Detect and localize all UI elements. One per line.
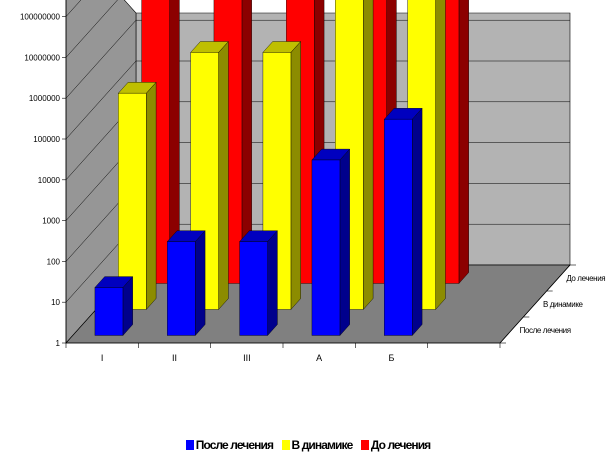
- legend-label-before: До лечения: [370, 438, 431, 452]
- legend-swatch-dynamic: [281, 440, 290, 450]
- bar: [166, 230, 206, 337]
- y-tick-label: 100000000: [20, 13, 61, 22]
- x-tick-label: Б: [389, 353, 395, 363]
- bar-front: [239, 241, 268, 336]
- chart-bars: [94, 0, 469, 337]
- legend-item-before: До лечения: [360, 438, 431, 452]
- y-tick-label: 10000000: [24, 53, 60, 62]
- bar-front: [311, 159, 341, 336]
- x-tick-label: III: [243, 353, 251, 363]
- bar-side: [435, 0, 446, 311]
- y-tick-label: 10: [51, 298, 60, 307]
- bar: [239, 230, 278, 337]
- legend-item-dynamic: В динамике: [281, 438, 354, 452]
- y-tick-label: 10000: [38, 176, 61, 185]
- bar-front: [94, 287, 124, 336]
- bar-side: [363, 0, 374, 311]
- depth-tick-label: После лечения: [520, 326, 571, 335]
- gridline: [65, 0, 118, 58]
- y-tick-label: 1: [56, 339, 61, 348]
- y-tick-label: 100: [47, 257, 61, 266]
- bar-front: [167, 241, 196, 336]
- depth-axis-line: [499, 264, 571, 344]
- legend-label-after: После лечения: [195, 438, 274, 452]
- depth-tick-label: В динамике: [543, 300, 584, 309]
- legend-label-dynamic: В динамике: [291, 438, 354, 452]
- bar: [94, 276, 134, 337]
- y-tick-label: 1000000: [29, 94, 61, 103]
- y-tick-label: 1000: [42, 217, 60, 226]
- bar-side: [458, 0, 469, 285]
- legend-swatch-after: [185, 440, 194, 450]
- bar: [383, 107, 423, 337]
- bar-side: [412, 107, 423, 337]
- bar-side: [218, 40, 229, 311]
- chart-legend: После лечения В динамике До лечения: [0, 438, 616, 453]
- x-tick-label: II: [172, 353, 177, 363]
- x-tick-label: I: [101, 353, 104, 363]
- legend-swatch-before: [360, 440, 369, 450]
- bar-side: [195, 230, 206, 337]
- legend-item-after: После лечения: [185, 438, 274, 452]
- bar-side: [339, 148, 350, 337]
- x-tick-label: А: [316, 353, 322, 363]
- depth-tick-label: До лечения: [566, 274, 605, 283]
- y-tick-label: 100000: [33, 135, 60, 144]
- bar-front: [118, 92, 147, 310]
- x-axis-categories: I II III А Б: [65, 342, 501, 363]
- y-axis-ticks: 1 10 100 1000 10000 100000 1000000 10000000 1000…: [20, 0, 67, 348]
- depth-axis-series-labels: После лечения В динамике До лечения: [499, 264, 606, 344]
- bar-side: [267, 230, 278, 337]
- bar-front: [384, 118, 413, 336]
- bar-side: [290, 40, 301, 311]
- bar: [311, 148, 351, 337]
- bar-side: [146, 81, 157, 311]
- bar: [117, 81, 157, 311]
